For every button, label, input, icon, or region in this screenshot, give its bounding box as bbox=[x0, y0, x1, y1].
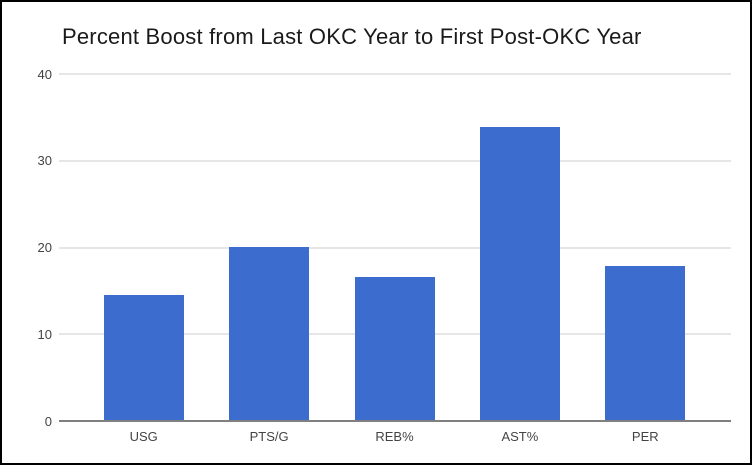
x-tick-label-PER: PER bbox=[631, 429, 659, 444]
x-axis-baseline bbox=[59, 420, 731, 422]
chart-title: Percent Boost from Last OKC Year to Firs… bbox=[62, 24, 642, 49]
bar-PER bbox=[605, 265, 686, 420]
y-tick-label-0: 0 bbox=[44, 413, 52, 429]
gridline-40 bbox=[59, 73, 731, 75]
x-tick-label-PTS/G: PTS/G bbox=[249, 429, 289, 444]
bar-REB% bbox=[354, 276, 435, 420]
gridline-20 bbox=[59, 246, 731, 249]
x-tick-label-USG: USG bbox=[129, 429, 158, 444]
gridline-30 bbox=[59, 159, 731, 162]
y-tick-label-10: 10 bbox=[37, 326, 52, 342]
x-tick-label-AST%: AST% bbox=[501, 429, 539, 444]
y-tick-label-40: 40 bbox=[37, 66, 52, 82]
bar-USG bbox=[103, 295, 184, 420]
y-tick-label-30: 30 bbox=[37, 153, 52, 169]
y-tick-label-20: 20 bbox=[37, 240, 52, 255]
bar-AST% bbox=[479, 126, 560, 420]
x-tick-label-REB%: REB% bbox=[375, 429, 414, 444]
bar-PTS/G bbox=[229, 247, 310, 420]
